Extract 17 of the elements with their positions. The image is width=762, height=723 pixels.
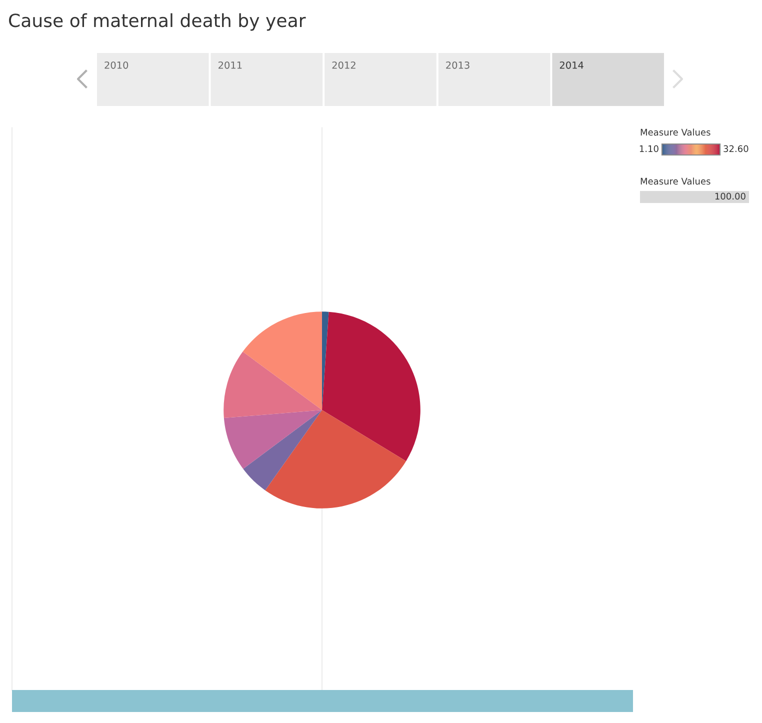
text: 100.00 (715, 192, 746, 200)
text: 2014 (560, 61, 584, 69)
text: 2012 (332, 61, 356, 69)
pie-slice (322, 312, 420, 462)
text: 2011 (218, 61, 242, 69)
text: 2010 (104, 61, 128, 69)
pie-slice (265, 410, 406, 508)
text: Measure Values (640, 128, 710, 136)
text: 1.10 (640, 145, 658, 152)
pie-slice (224, 410, 322, 469)
pie-slice (242, 312, 322, 410)
pie-slice (224, 352, 322, 418)
text: 2013 (446, 61, 470, 69)
text: Measure Values (640, 178, 710, 185)
text: 32.60 (724, 145, 748, 152)
chart-title: Cause of maternal death by year (9, 13, 306, 31)
pie-slice (243, 410, 322, 490)
